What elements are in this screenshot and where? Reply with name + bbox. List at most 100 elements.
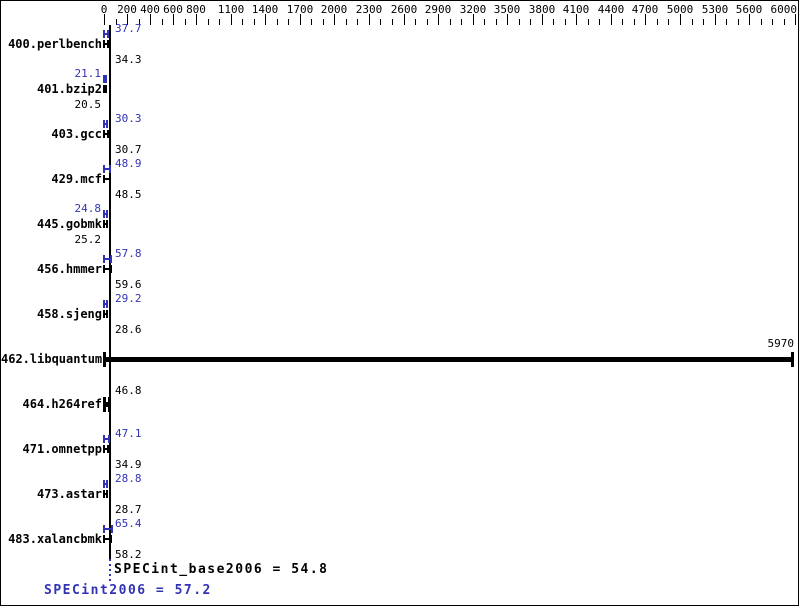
bar-end-cap	[108, 397, 111, 412]
axis-major-tick	[196, 14, 197, 25]
axis-minor-tick	[242, 19, 243, 25]
bar-line	[104, 168, 110, 170]
base-value-label: 48.5	[115, 188, 142, 201]
axis-minor-tick	[427, 19, 428, 25]
peak-value-label: 57.8	[115, 247, 142, 260]
axis-tick-label: 800	[186, 3, 206, 16]
bar-end-cap	[107, 40, 109, 48]
axis-minor-tick	[185, 19, 186, 25]
bar-start-cap	[103, 210, 105, 218]
axis-minor-tick	[357, 19, 358, 25]
bar-line	[104, 258, 111, 260]
bar-end-cap	[111, 525, 113, 533]
axis-tick-label: 5300	[701, 3, 729, 16]
benchmark-name: 458.sjeng	[36, 307, 102, 321]
axis-minor-tick	[703, 19, 704, 25]
axis-minor-tick	[254, 19, 255, 25]
bar-start-cap	[103, 300, 105, 308]
specint2006-summary: SPECint2006 = 57.2	[44, 583, 212, 598]
bar-line	[104, 133, 108, 135]
peak-value-label: 47.1	[115, 427, 142, 440]
axis-minor-tick	[622, 19, 623, 25]
axis-minor-tick	[553, 19, 554, 25]
axis-tick-label: 200	[117, 3, 137, 16]
bar-line	[104, 33, 108, 35]
axis-tick-label: 3800	[528, 3, 556, 16]
bar-end-cap	[107, 130, 109, 138]
benchmark-name: 473.astar	[36, 487, 102, 501]
axis-minor-tick	[116, 19, 117, 25]
bar-end-cap	[105, 75, 107, 83]
bar-line	[104, 483, 107, 485]
bar-start-cap	[103, 255, 105, 263]
bar-line	[104, 357, 792, 362]
axis-major-tick	[369, 14, 370, 25]
bar-line	[104, 178, 110, 180]
axis-minor-tick	[392, 19, 393, 25]
bar-end-cap	[109, 175, 111, 183]
base-mean-line	[109, 25, 111, 559]
bar-start-cap	[103, 480, 105, 488]
peak-value-label: 24.8	[74, 202, 102, 215]
peak-value-label: 48.9	[115, 157, 142, 170]
axis-minor-tick	[772, 19, 773, 25]
benchmark-name: 456.hmmer	[36, 262, 102, 276]
peak-value-label: 29.2	[115, 292, 142, 305]
bar-start-cap	[103, 220, 105, 228]
axis-major-tick	[473, 14, 474, 25]
axis-tick-label: 2600	[390, 3, 418, 16]
base-value-label: 34.3	[115, 53, 142, 66]
axis-minor-tick	[496, 19, 497, 25]
bar-end-cap	[110, 265, 112, 273]
axis-major-tick	[300, 14, 301, 25]
axis-minor-tick	[208, 19, 209, 25]
bar-start-cap	[103, 525, 105, 533]
axis-major-tick	[507, 14, 508, 25]
axis-minor-tick	[450, 19, 451, 25]
peak-value-label: 65.4	[115, 517, 142, 530]
axis-minor-tick	[415, 19, 416, 25]
axis-minor-tick	[219, 19, 220, 25]
bar-line	[104, 213, 107, 215]
bar-start-cap	[103, 352, 106, 367]
bar-line	[104, 223, 107, 225]
peak-value-label: 30.3	[115, 112, 142, 125]
axis-minor-tick	[311, 19, 312, 25]
benchmark-name: 400.perlbench	[8, 37, 102, 51]
bar-line	[104, 43, 108, 45]
peak-value-label: 28.8	[115, 472, 142, 485]
benchmark-name: 429.mcf	[51, 172, 102, 186]
bar-start-cap	[103, 120, 105, 128]
bar-end-cap	[106, 490, 108, 498]
bar-start-cap	[103, 445, 105, 453]
axis-tick-label: 4400	[597, 3, 625, 16]
axis-major-tick	[576, 14, 577, 25]
axis-minor-tick	[162, 19, 163, 25]
bar-start-cap	[103, 175, 105, 183]
bar-end-cap	[109, 165, 111, 173]
bar-end-cap	[791, 352, 794, 367]
bar-start-cap	[103, 490, 105, 498]
axis-minor-tick	[588, 19, 589, 25]
bar-line	[104, 268, 111, 270]
axis-minor-tick	[784, 19, 785, 25]
bar-end-cap	[110, 535, 112, 543]
axis-tick-label: 2000	[320, 3, 348, 16]
bar-end-cap	[106, 120, 108, 128]
benchmark-name: 471.omnetpp	[22, 442, 102, 456]
base-value-label: 30.7	[115, 143, 142, 156]
axis-tick-label: 0	[100, 3, 108, 16]
bar-start-cap	[103, 40, 105, 48]
base-value-label: 46.8	[115, 384, 142, 397]
axis-minor-tick	[668, 19, 669, 25]
axis-minor-tick	[519, 19, 520, 25]
axis-major-tick	[404, 14, 405, 25]
bar-start-cap	[103, 535, 105, 543]
bar-line	[104, 402, 109, 407]
bar-line	[104, 528, 112, 530]
bar-line	[104, 303, 107, 305]
axis-tick-label: 1400	[251, 3, 279, 16]
axis-minor-tick	[530, 19, 531, 25]
axis-tick-label: 2900	[424, 3, 452, 16]
